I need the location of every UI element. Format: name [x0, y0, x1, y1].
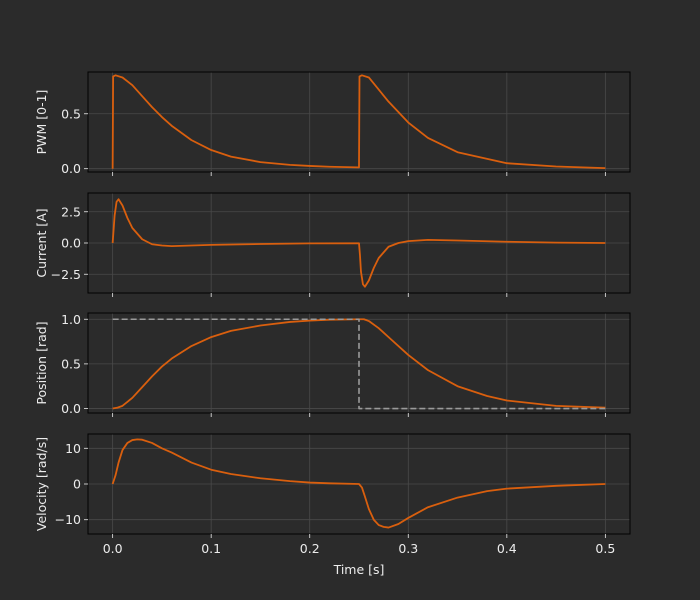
position-ylabel: Position [rad] — [34, 321, 49, 404]
velocity-ytick-label-1: 0 — [73, 477, 81, 492]
pwm-axes-frame — [87, 71, 631, 173]
position-reference-line — [112, 318, 606, 410]
pwm-ytick-label-0: 0.0 — [61, 161, 81, 176]
velocity-xlabel: Time [s] — [333, 562, 385, 577]
velocity-ytick-label-2: 10 — [65, 441, 81, 456]
velocity-xtick-label-1: 0.1 — [201, 541, 221, 556]
velocity-ylabel: Velocity [rad/s] — [34, 437, 49, 531]
velocity-xtick-label-2: 0.2 — [300, 541, 320, 556]
pwm-series-line — [111, 74, 606, 170]
position-axes-frame — [87, 312, 631, 414]
velocity-xtick-label-3: 0.3 — [398, 541, 418, 556]
current-ytick-label-2: 2.5 — [61, 204, 81, 219]
current-ylabel: Current [A] — [34, 208, 49, 277]
current-ytick-label-0: −2.5 — [51, 267, 81, 282]
current-series-line — [111, 198, 606, 288]
pwm-ytick-label-1: 0.5 — [61, 106, 81, 121]
position-series-line — [112, 318, 606, 410]
current-ytick-label-1: 0.0 — [61, 236, 81, 251]
velocity-xtick-label-0: 0.0 — [103, 541, 123, 556]
position-ytick-label-0: 0.0 — [61, 401, 81, 416]
pwm-ylabel: PWM [0-1] — [34, 90, 49, 155]
position-ytick-label-1: 0.5 — [61, 356, 81, 371]
velocity-xtick-label-4: 0.4 — [497, 541, 517, 556]
position-ytick-label-2: 1.0 — [61, 312, 81, 327]
velocity-ytick-label-0: −10 — [55, 512, 81, 527]
velocity-xtick-label-5: 0.5 — [595, 541, 615, 556]
velocity-series-line — [111, 438, 606, 529]
